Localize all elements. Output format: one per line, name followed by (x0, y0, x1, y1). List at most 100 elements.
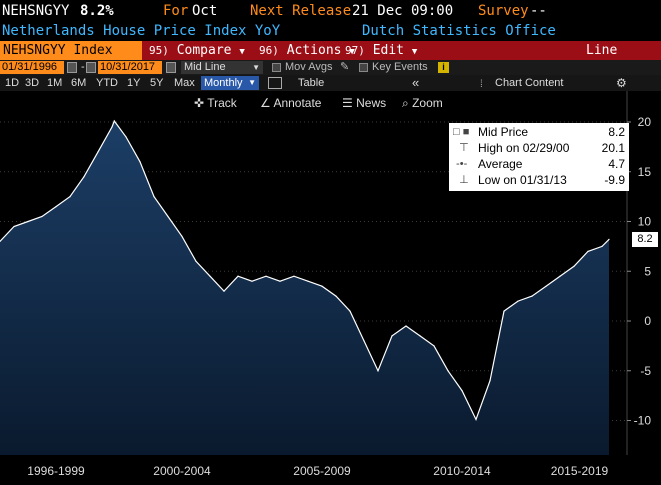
news-tool[interactable]: ☰ News (338, 92, 390, 114)
data-point (41, 215, 43, 218)
next-release-label: Next Release (250, 3, 352, 19)
y-tick-label: 5 (644, 264, 651, 278)
period-1y[interactable]: 1Y (127, 77, 141, 89)
chevron-down-icon: ▼ (248, 78, 256, 87)
chart-toolbar: ✜ Track ∠ Annotate ☰ News ⌕ Zoom (0, 91, 627, 115)
x-axis-label: 1996-1999 (27, 464, 85, 478)
annotate-icon: ∠ (260, 96, 271, 110)
data-point (83, 176, 85, 178)
period-1m[interactable]: 1M (47, 77, 63, 89)
for-value: Oct (192, 3, 218, 19)
data-point (69, 196, 71, 198)
data-point (237, 275, 239, 277)
info-icon[interactable]: i (438, 62, 449, 73)
data-point (125, 136, 127, 138)
data-point (0, 240, 1, 242)
zoom-tool[interactable]: ⌕ Zoom (398, 92, 447, 114)
security-description: Netherlands House Price Index YoY (2, 23, 281, 39)
period-1d[interactable]: 1D (5, 77, 20, 89)
data-point (608, 238, 610, 240)
legend-row-average: -•- Average 4.7 (449, 156, 629, 172)
y-tick-label: 0 (644, 314, 651, 328)
data-point (405, 325, 407, 327)
annotate-label: Annotate (273, 96, 322, 110)
legend-row-high: ⊤ High on 02/29/00 20.1 (449, 140, 629, 156)
data-point (251, 280, 253, 282)
edit-label: Edit (372, 43, 405, 58)
data-point (265, 275, 267, 277)
legend-high-value: 20.1 (601, 141, 625, 155)
ticker-input[interactable]: NEHSNGYY Index (0, 41, 142, 60)
period-ytd[interactable]: YTD (96, 77, 118, 89)
y-tick-label: -10 (634, 414, 652, 428)
data-point (111, 126, 113, 128)
for-label: For (163, 3, 189, 19)
period-5y[interactable]: 5Y (150, 77, 164, 89)
news-icon: ☰ (342, 96, 353, 110)
data-point (433, 345, 435, 347)
data-point (55, 206, 57, 208)
data-point (349, 310, 351, 312)
chart-icon[interactable] (268, 77, 282, 89)
legend-row-low: ⊥ Low on 01/31/13 -9.9 (449, 172, 629, 188)
x-axis-label: 2005-2009 (293, 464, 351, 478)
data-point (293, 275, 295, 277)
menu-bar: NEHSNGYY Index 95) Compare ▼ 96) Actions… (0, 41, 661, 77)
legend-row-mid: □ ■ Mid Price 8.2 (449, 124, 629, 140)
collapse-left-icon[interactable]: « (412, 75, 420, 90)
next-release-value: 21 Dec 09:00 (352, 3, 454, 19)
table-button[interactable]: Table (298, 77, 325, 89)
chart-content-icon[interactable]: ⁞ (480, 79, 483, 90)
frequency-value: Monthly (204, 77, 243, 89)
period-max[interactable]: Max (174, 77, 195, 89)
legend-average-value: 4.7 (608, 157, 625, 171)
chart-legend[interactable]: □ ■ Mid Price 8.2 ⊤ High on 02/29/00 20.… (449, 123, 629, 191)
data-point (279, 280, 281, 282)
track-tool[interactable]: ✜ Track (190, 92, 241, 114)
edit-menu[interactable]: 97) Edit ▼ (345, 41, 417, 60)
header-row-summary: NEHSNGYY 8.2% For Oct Next Release 21 De… (0, 1, 661, 21)
actions-menu[interactable]: 96) Actions ▼ (259, 41, 355, 60)
period-bar: 1D 3D 1M 6M YTD 1Y 5Y Max Monthly ▼ Tabl… (0, 75, 661, 91)
chart-content-button[interactable]: Chart Content (495, 77, 564, 89)
data-point (545, 285, 547, 287)
x-axis-labels: 1996-1999 2000-2004 2005-2009 2010-2014 2015… (27, 464, 608, 478)
calendar-icon[interactable] (67, 62, 77, 73)
y-tick-label: 10 (638, 215, 652, 229)
gear-icon[interactable]: ⚙ (616, 76, 627, 90)
data-point (195, 260, 197, 262)
survey-label: Survey (478, 3, 529, 19)
data-point (517, 300, 519, 302)
period-6m[interactable]: 6M (71, 77, 87, 89)
frequency-select[interactable]: Monthly ▼ (201, 76, 259, 90)
chart-type-label[interactable]: Line Chart (586, 43, 625, 77)
compare-menu[interactable]: 95) Compare ▼ (149, 41, 245, 60)
start-date-input[interactable]: 01/31/1996 (0, 61, 64, 74)
data-point (167, 215, 169, 218)
calendar-icon[interactable] (86, 62, 96, 73)
data-point (461, 390, 463, 392)
line-mode-value: Mid Line (184, 61, 226, 73)
annotate-tool[interactable]: ∠ Annotate (256, 92, 325, 114)
crosshair-icon: ✜ (194, 96, 205, 110)
end-date-input[interactable]: 10/31/2017 (98, 61, 162, 74)
key-events-checkbox[interactable] (359, 63, 368, 72)
data-point (475, 418, 477, 421)
data-point (209, 275, 211, 277)
legend-average-label: Average (478, 157, 523, 171)
line-mode-select[interactable]: Mid Line ▼ (181, 61, 263, 74)
data-point (573, 265, 575, 267)
calendar-icon[interactable] (166, 62, 176, 73)
mov-avgs-checkbox[interactable] (272, 63, 281, 72)
chevron-down-icon: ▼ (252, 63, 260, 72)
data-point (27, 220, 29, 223)
x-axis-band (0, 455, 661, 485)
data-point (559, 275, 561, 277)
data-point (153, 196, 155, 198)
data-point (335, 295, 337, 297)
data-point (447, 370, 449, 372)
pencil-icon[interactable]: ✎ (340, 61, 350, 73)
data-point (321, 285, 323, 287)
average-line-icon: -•- (453, 158, 468, 170)
period-3d[interactable]: 3D (25, 77, 40, 89)
